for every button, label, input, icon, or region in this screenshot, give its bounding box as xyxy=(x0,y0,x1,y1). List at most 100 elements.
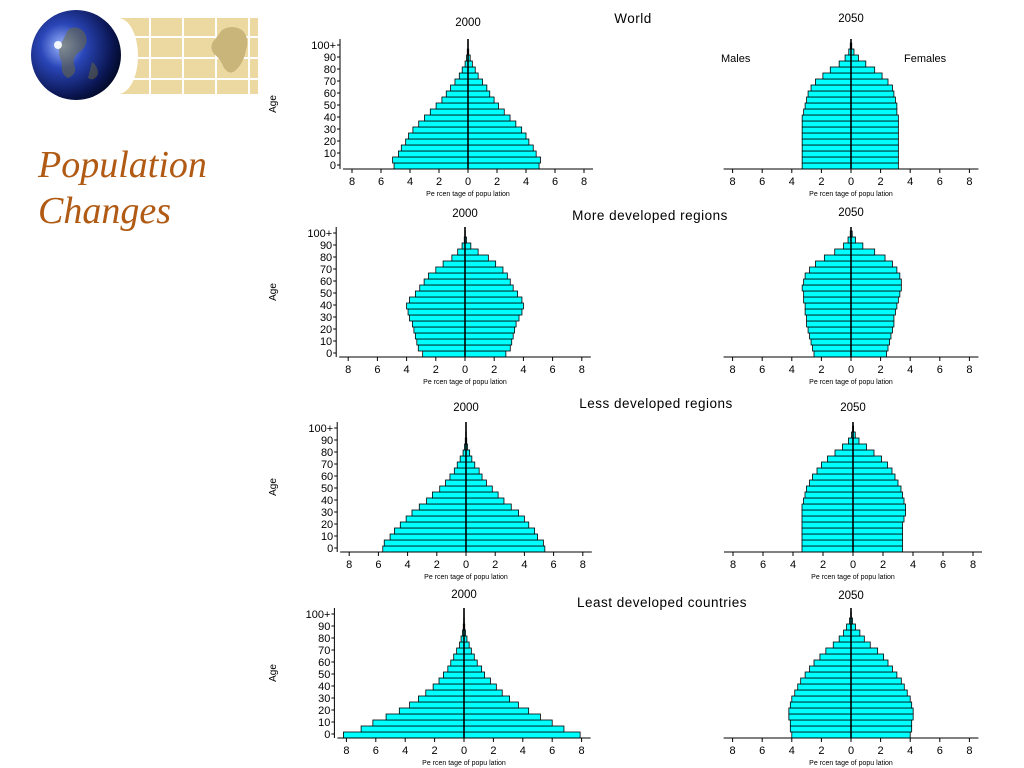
y-tick-label: 60 xyxy=(324,88,336,100)
x-tick-label: 2 xyxy=(434,559,440,571)
male-bar xyxy=(432,491,467,499)
female-bar xyxy=(850,713,914,721)
x-axis-label: Pe rcen tage of popu lation xyxy=(811,574,895,581)
x-tick-label: 4 xyxy=(907,745,913,757)
female-bar xyxy=(463,689,503,697)
female-bar xyxy=(850,719,913,727)
male-bar xyxy=(806,485,854,493)
female-bar xyxy=(850,731,911,739)
y-axis-label: Age xyxy=(268,478,279,496)
male-bar xyxy=(806,96,852,104)
male-bar xyxy=(801,539,854,547)
female-bar xyxy=(850,677,902,685)
male-bar xyxy=(789,701,852,709)
section-title: Least developed countries xyxy=(577,595,747,610)
male-bar xyxy=(411,509,467,517)
male-bar xyxy=(418,695,465,703)
male-bar xyxy=(461,66,469,74)
y-tick-label: 20 xyxy=(320,324,332,336)
x-tick-label: 4 xyxy=(789,364,795,376)
female-bar xyxy=(850,320,895,328)
y-tick-label: 80 xyxy=(321,447,333,459)
male-bar xyxy=(439,485,467,493)
male-bar xyxy=(844,54,852,62)
male-bar xyxy=(825,647,852,655)
female-bar xyxy=(464,302,524,310)
male-bar xyxy=(803,497,854,505)
male-bar xyxy=(459,455,467,463)
y-tick-label: 90 xyxy=(321,435,333,447)
x-tick-label: 6 xyxy=(378,176,384,188)
male-bar xyxy=(438,677,465,685)
male-bar xyxy=(806,314,852,322)
female-bar xyxy=(850,629,861,637)
x-tick-label: 2 xyxy=(432,745,438,757)
female-bar xyxy=(850,90,895,98)
male-bar xyxy=(441,96,469,104)
female-bar xyxy=(463,671,485,679)
x-tick-label: 2 xyxy=(878,745,884,757)
female-bar xyxy=(852,539,903,547)
y-tick-label: 20 xyxy=(324,136,336,148)
x-tick-label: 2 xyxy=(880,559,886,571)
female-bar xyxy=(850,308,896,316)
female-bar xyxy=(467,114,511,122)
year-label: 2050 xyxy=(838,207,864,219)
males-label: Males xyxy=(721,53,751,65)
x-tick-label: 2 xyxy=(491,364,497,376)
y-tick-label: 100+ xyxy=(306,609,331,621)
x-tick-label: 2 xyxy=(820,559,826,571)
male-bar xyxy=(788,707,852,715)
female-bar xyxy=(465,461,476,469)
male-bar xyxy=(804,272,852,280)
male-bar xyxy=(447,665,465,673)
male-bar xyxy=(801,114,852,122)
male-bar xyxy=(821,461,854,469)
female-bar xyxy=(467,102,499,110)
male-bar xyxy=(450,659,465,667)
male-bar xyxy=(382,545,467,553)
year-label: 2000 xyxy=(455,17,481,29)
male-bar xyxy=(810,338,852,346)
female-bar xyxy=(850,156,899,164)
male-bar xyxy=(803,278,852,286)
female-bar xyxy=(464,308,523,316)
male-bar xyxy=(822,72,852,80)
female-bar xyxy=(467,78,483,86)
female-bar xyxy=(850,150,899,158)
female-bar xyxy=(850,725,913,733)
y-tick-label: 60 xyxy=(318,657,330,669)
male-bar xyxy=(809,665,852,673)
x-tick-label: 6 xyxy=(375,559,381,571)
male-bar xyxy=(809,266,852,274)
female-bar xyxy=(850,66,876,74)
year-label: 2000 xyxy=(453,402,479,414)
female-bar xyxy=(852,479,899,487)
male-bar xyxy=(801,533,854,541)
female-bar xyxy=(850,314,895,322)
x-tick-label: 2 xyxy=(436,176,442,188)
year-label: 2050 xyxy=(840,402,866,414)
female-bar xyxy=(852,503,906,511)
male-bar xyxy=(813,350,852,358)
x-tick-label: 4 xyxy=(407,176,413,188)
female-bar xyxy=(463,695,510,703)
y-tick-label: 30 xyxy=(318,693,330,705)
y-tick-label: 0 xyxy=(326,348,332,360)
x-tick-label: 0 xyxy=(461,745,467,757)
male-bar xyxy=(801,545,854,553)
female-bar xyxy=(852,509,906,517)
y-tick-label: 0 xyxy=(330,160,336,172)
male-bar xyxy=(449,473,467,481)
male-bar xyxy=(801,126,852,134)
female-bar xyxy=(850,683,905,691)
female-bar xyxy=(464,338,513,346)
y-tick-label: 0 xyxy=(324,729,330,741)
female-bar xyxy=(467,96,495,104)
male-bar xyxy=(453,653,465,661)
x-axis-label: Pe rcen tage of popu lation xyxy=(423,379,507,386)
male-bar xyxy=(414,290,466,298)
female-bar xyxy=(850,635,865,643)
male-bar xyxy=(803,290,852,298)
